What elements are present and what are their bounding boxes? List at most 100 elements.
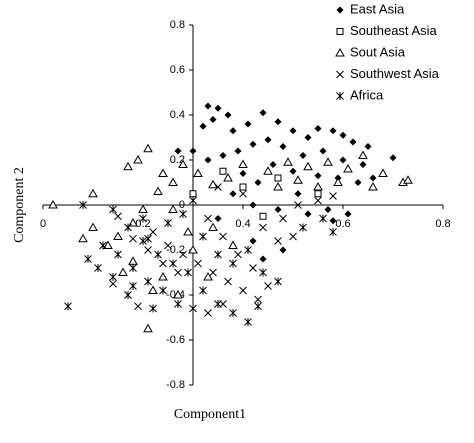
legend-marker (336, 28, 344, 35)
marker-shape (223, 172, 233, 182)
marker-shape (249, 264, 257, 272)
marker-shape (204, 156, 212, 164)
marker-shape (339, 131, 347, 139)
marker-shape (336, 6, 344, 14)
marker-shape (129, 234, 137, 243)
point (319, 147, 327, 155)
marker-shape (304, 134, 312, 141)
point (143, 323, 153, 333)
marker-shape (289, 232, 297, 241)
marker-shape (403, 175, 413, 184)
marker-shape (259, 255, 267, 263)
marker-shape (249, 140, 257, 148)
x-tick-label: 0.8 (435, 218, 450, 230)
point (144, 277, 152, 286)
point (148, 285, 158, 294)
point (299, 223, 307, 232)
point (78, 233, 88, 243)
marker-shape (294, 190, 302, 198)
marker-shape (113, 231, 123, 240)
marker-shape (204, 214, 212, 223)
point (199, 122, 207, 130)
marker-shape (344, 210, 352, 218)
marker-shape (289, 127, 297, 135)
point (204, 156, 212, 164)
marker-shape (48, 199, 58, 209)
point (129, 264, 137, 272)
point (289, 127, 297, 135)
marker-shape (189, 196, 197, 205)
marker-shape (234, 147, 242, 155)
marker-shape (214, 215, 222, 222)
y-axis-title: Component 2 (12, 167, 27, 243)
point (219, 167, 227, 175)
point (204, 214, 212, 223)
point (313, 181, 323, 191)
marker-shape (118, 267, 128, 276)
point (234, 250, 242, 259)
point (159, 259, 167, 268)
point (364, 143, 372, 150)
point (304, 210, 312, 218)
point (189, 147, 197, 155)
point (174, 268, 182, 277)
point (193, 168, 203, 177)
marker-shape (329, 217, 337, 225)
marker-shape (78, 233, 88, 243)
marker-shape (109, 279, 117, 288)
point (324, 206, 332, 213)
point (168, 177, 178, 186)
marker-shape (229, 127, 237, 135)
marker-shape (219, 152, 227, 159)
marker-shape (274, 206, 282, 213)
point (168, 204, 178, 213)
marker-shape (173, 289, 183, 299)
marker-shape (304, 210, 312, 218)
marker-shape (349, 138, 357, 146)
marker-shape (294, 201, 302, 209)
marker-shape (128, 256, 138, 265)
marker-shape (159, 259, 167, 268)
point (234, 147, 242, 155)
marker-shape (174, 268, 182, 277)
marker-shape (274, 237, 282, 245)
marker-shape (259, 212, 267, 220)
marker-shape (273, 181, 283, 191)
marker-shape (335, 47, 345, 57)
marker-shape (319, 147, 327, 155)
marker-shape (179, 250, 187, 259)
point (158, 168, 168, 177)
legend-marker (336, 70, 344, 79)
marker-shape (239, 286, 247, 295)
point (174, 300, 182, 308)
point (203, 271, 213, 281)
marker-shape (343, 163, 353, 173)
point (269, 161, 277, 168)
point (333, 177, 343, 186)
marker-shape (359, 161, 367, 168)
point (129, 234, 137, 243)
point (143, 143, 153, 153)
marker-shape (283, 157, 293, 166)
point (343, 163, 353, 173)
marker-shape (234, 250, 242, 259)
marker-shape (303, 161, 313, 171)
legend-label: East Asia (350, 1, 405, 16)
y-tick-label: 0.6 (170, 64, 185, 76)
legend-label: Africa (350, 87, 384, 102)
marker-shape (224, 111, 232, 119)
marker-shape (143, 323, 153, 333)
point (94, 264, 102, 272)
point (239, 189, 247, 198)
point (149, 304, 157, 313)
point (294, 190, 302, 198)
point (249, 264, 257, 272)
point (133, 154, 143, 164)
marker-shape (158, 271, 168, 281)
marker-shape (194, 259, 202, 268)
marker-shape (199, 122, 207, 130)
point (169, 259, 177, 268)
point (369, 174, 377, 182)
point (254, 302, 262, 311)
point (158, 271, 168, 281)
